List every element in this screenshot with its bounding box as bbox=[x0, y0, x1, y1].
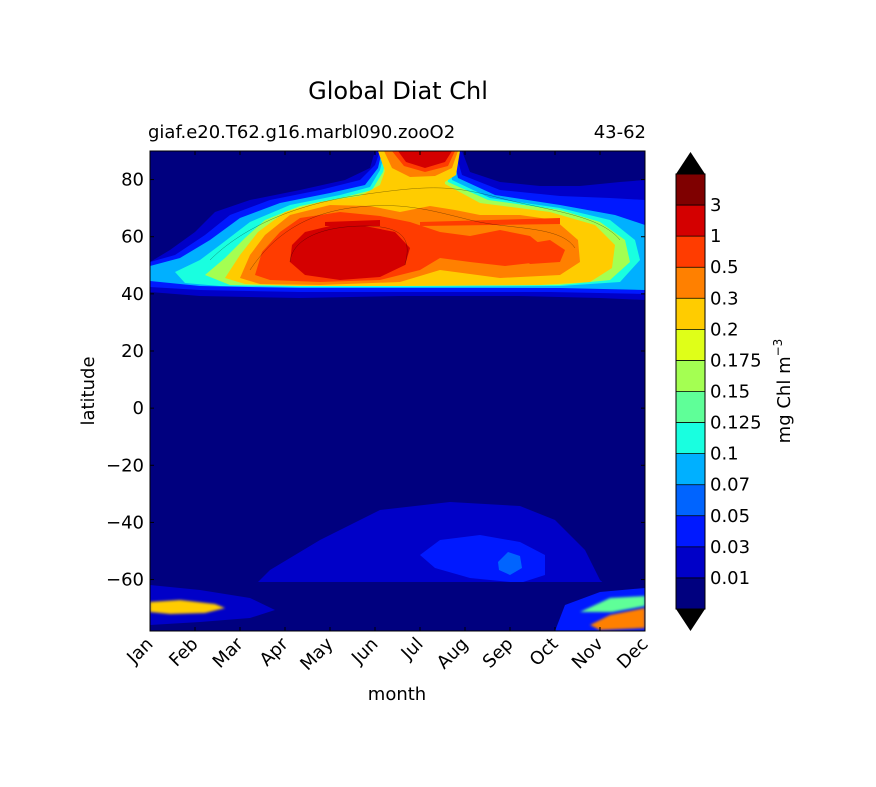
contour-north-mid-line bbox=[420, 218, 560, 226]
contour-antarctic-east-mid bbox=[580, 596, 645, 612]
colorbar-tick-label: 0.175 bbox=[710, 350, 762, 371]
colorbar-swatch bbox=[676, 360, 705, 392]
chart-subtitle-right: 43-62 bbox=[594, 122, 646, 143]
contour-north-1 bbox=[290, 226, 410, 280]
colorbar-label-exponent: −3 bbox=[771, 339, 785, 357]
y-axis-label: latitude bbox=[78, 356, 99, 425]
chart-title: Global Diat Chl bbox=[308, 77, 488, 105]
x-tick-label: Dec bbox=[613, 634, 652, 673]
x-tick-label: Oct bbox=[526, 634, 563, 671]
contour-lines bbox=[209, 187, 621, 271]
colorbar-label-base: mg Chl m bbox=[774, 356, 795, 443]
x-tick-label: Sep bbox=[479, 634, 518, 673]
y-tick-label: 0 bbox=[133, 398, 144, 419]
contour-south-007 bbox=[498, 552, 522, 575]
colorbar-tick-label: 0.01 bbox=[710, 568, 750, 589]
colorbar-swatch bbox=[676, 391, 705, 423]
contour-antarctic-east-hi bbox=[590, 608, 645, 630]
y-tick-label: 60 bbox=[121, 227, 144, 248]
colorbar-tick-label: 0.3 bbox=[710, 288, 739, 309]
contour-antarctic-west-hi bbox=[150, 600, 225, 614]
contour-north-narrow-line bbox=[325, 220, 380, 226]
colorbar-swatch bbox=[676, 484, 705, 516]
plot-frame bbox=[149, 150, 646, 632]
y-tick-label: 40 bbox=[121, 284, 144, 305]
colorbar-tick-label: 0.15 bbox=[710, 382, 750, 403]
x-tick-label: Nov bbox=[568, 633, 608, 673]
x-tick-label: May bbox=[296, 633, 337, 674]
y-tick-label: 80 bbox=[121, 170, 144, 191]
colorbar-extend-bottom bbox=[676, 609, 705, 631]
colorbar-tick-label: 0.125 bbox=[710, 413, 762, 434]
heatmap-plot-area bbox=[150, 151, 645, 631]
colorbar-swatch bbox=[676, 453, 705, 485]
colorbar-label: mg Chl m−3 bbox=[771, 339, 795, 444]
colorbar-swatch bbox=[676, 267, 705, 299]
x-axis-label: month bbox=[368, 684, 426, 705]
x-tick-label: Aug bbox=[433, 634, 473, 674]
colorbar-tick-label: 3 bbox=[710, 195, 721, 216]
contour-arctic-3 bbox=[398, 151, 452, 168]
colorbar-tick-label: 0.05 bbox=[710, 506, 750, 527]
colorbar-tick-label: 1 bbox=[710, 226, 721, 247]
y-axis: 80 60 40 20 0 −20 −40 −60 bbox=[106, 170, 645, 591]
y-tick-label: −40 bbox=[106, 512, 144, 533]
colorbar-swatch bbox=[676, 577, 705, 609]
x-tick-label: Jan bbox=[122, 634, 157, 669]
x-tick-label: Jul bbox=[397, 634, 428, 665]
x-tick-label: Jun bbox=[347, 634, 382, 669]
y-tick-label: −20 bbox=[106, 455, 144, 476]
colorbar-swatch bbox=[676, 329, 705, 361]
x-tick-label: Feb bbox=[165, 634, 202, 671]
colorbar-swatch bbox=[676, 174, 705, 206]
y-tick-label: 20 bbox=[121, 341, 144, 362]
colorbar-swatch bbox=[676, 205, 705, 237]
colorbar-swatch bbox=[676, 422, 705, 454]
x-tick-label: Mar bbox=[209, 633, 248, 672]
colorbar-swatch bbox=[676, 546, 705, 578]
contour-north-east-1 bbox=[518, 240, 565, 264]
colorbar-swatch bbox=[676, 236, 705, 268]
colorbar-tick-label: 0.1 bbox=[710, 444, 739, 465]
colorbar-swatch bbox=[676, 515, 705, 547]
chart-subtitle-left: giaf.e20.T62.g16.marbl090.zooO2 bbox=[148, 122, 455, 143]
colorbar-tick-label: 0.5 bbox=[710, 257, 739, 278]
y-tick-label: −60 bbox=[106, 570, 144, 591]
colorbar-tick-label: 0.03 bbox=[710, 537, 750, 558]
colorbar-tick-label: 0.07 bbox=[710, 475, 750, 496]
colorbar: 0.01 0.03 0.05 0.07 0.1 0.125 0.15 0.175 0.2 0.3 0… bbox=[675, 152, 762, 631]
colorbar-extend-top bbox=[676, 152, 705, 174]
colorbar-tick-label: 0.2 bbox=[710, 319, 739, 340]
x-tick-label: Apr bbox=[256, 633, 293, 670]
colorbar-swatch bbox=[676, 298, 705, 330]
